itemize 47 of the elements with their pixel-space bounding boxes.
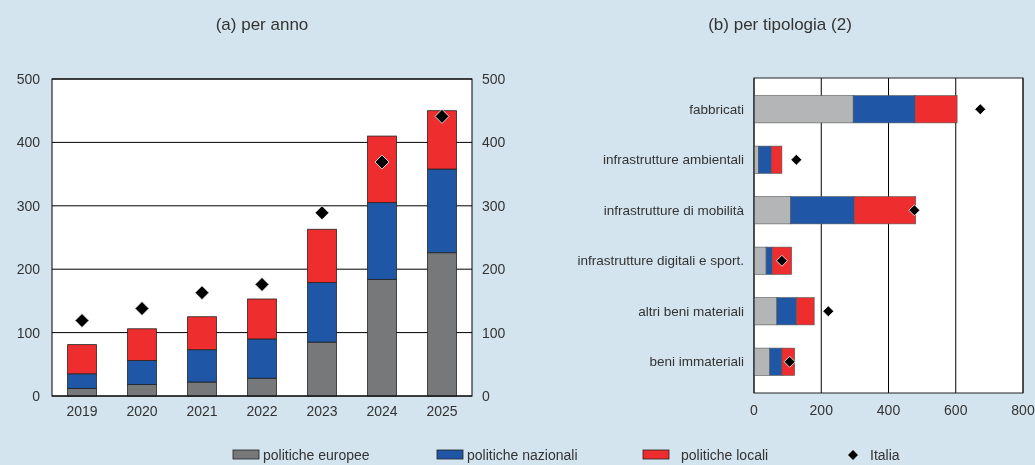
- legend-label: politiche europee: [263, 446, 370, 463]
- y-tick-label: 100: [16, 324, 41, 341]
- y-tick-label: 0: [32, 387, 41, 404]
- y-tick-label: infrastrutture di mobilità: [603, 202, 745, 218]
- x-tick-label: 2021: [186, 403, 218, 419]
- point: [254, 277, 270, 292]
- point: [822, 305, 835, 318]
- point: [374, 154, 390, 170]
- legend-label: Italia: [870, 446, 900, 463]
- y-tick-label: infrastrutture ambientali: [602, 152, 744, 168]
- x-tick-label: 600: [944, 402, 968, 418]
- y-tick-label: 500: [16, 70, 41, 87]
- point: [74, 313, 90, 328]
- y-tick-label: 300: [16, 197, 41, 214]
- x-tick-label: 800: [1011, 402, 1035, 418]
- chart-title: (a) per anno: [215, 15, 309, 34]
- y2-tick-label: 0: [482, 387, 490, 404]
- x-tick-label: 2024: [366, 403, 398, 419]
- x-tick-label: 400: [876, 402, 901, 418]
- point: [790, 153, 803, 166]
- y-tick-label: fabbricati: [689, 101, 744, 117]
- y-tick-label: infrastrutture digitali e sport.: [577, 253, 744, 269]
- y-tick-label: beni immateriali: [649, 354, 744, 370]
- x-tick-label: 2019: [66, 403, 98, 419]
- y2-tick-label: 400: [482, 134, 506, 151]
- point: [314, 205, 330, 221]
- point: [434, 109, 450, 124]
- y-tick-label: 400: [16, 134, 41, 151]
- y2-tick-label: 200: [482, 261, 506, 278]
- legend-label: politiche nazionali: [467, 446, 578, 463]
- point: [194, 285, 210, 301]
- chart-title: (b) per tipologia (2): [708, 15, 852, 34]
- x-tick-label: 2025: [426, 403, 458, 419]
- x-tick-label: 2022: [246, 403, 278, 419]
- x-tick-label: 0: [750, 402, 759, 418]
- x-tick-label: 2023: [306, 403, 338, 419]
- y2-tick-label: 100: [482, 324, 506, 341]
- y2-tick-label: 500: [482, 70, 506, 87]
- y-tick-label: altri beni materiali: [638, 303, 744, 319]
- y2-tick-label: 300: [482, 197, 506, 214]
- point: [974, 103, 987, 116]
- point: [134, 301, 150, 316]
- x-tick-label: 2020: [126, 403, 158, 419]
- y-tick-label: 200: [16, 261, 41, 278]
- point: [908, 204, 921, 217]
- x-tick-label: 200: [809, 402, 834, 418]
- legend-label: politiche locali: [681, 446, 769, 463]
